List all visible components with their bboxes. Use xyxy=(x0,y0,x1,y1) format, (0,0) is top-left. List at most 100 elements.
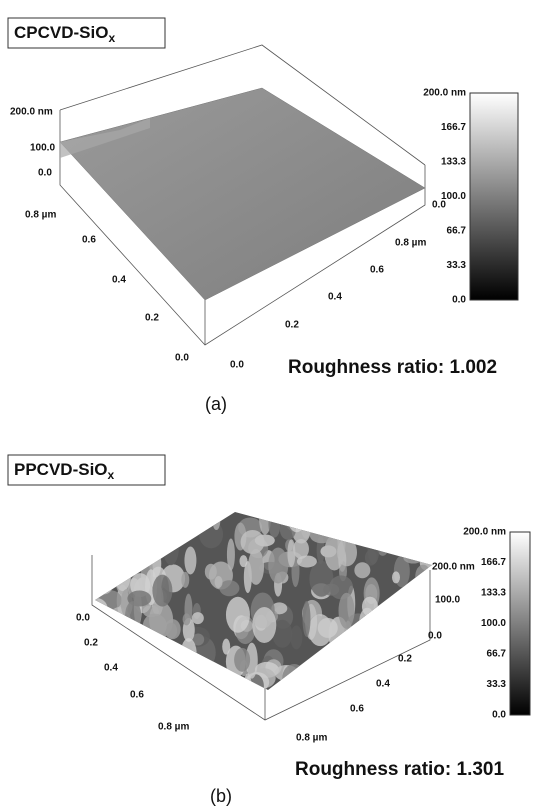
bump xyxy=(148,675,156,703)
bump xyxy=(360,638,376,674)
bump xyxy=(362,597,378,617)
bump xyxy=(152,575,172,607)
bump xyxy=(303,673,319,697)
colorbar-label: 200.0 nm xyxy=(423,88,466,99)
colorbar-label: 66.7 xyxy=(447,226,467,237)
bump xyxy=(298,673,322,693)
bump xyxy=(145,685,169,697)
figure: CPCVD-SiOx Roughness ratio: 1.002 (a) PP… xyxy=(0,0,536,806)
bump xyxy=(151,649,175,685)
bump xyxy=(396,596,404,620)
bump xyxy=(301,507,309,523)
colorbar-label: 133.3 xyxy=(481,588,506,599)
bump xyxy=(117,686,125,706)
roughness: Roughness ratio: 1.002 xyxy=(288,357,497,378)
y-axis-label: 0.6 xyxy=(370,265,384,276)
y-axis-label: 0.6 xyxy=(350,704,364,715)
x-axis-label: 0.6 xyxy=(130,690,144,701)
colorbar-label: 0.0 xyxy=(452,295,466,306)
z-axis-label: 0.0 xyxy=(38,168,52,179)
bump xyxy=(119,514,127,538)
bump xyxy=(181,572,189,588)
colorbar-label: 100.0 xyxy=(481,618,506,629)
bump xyxy=(419,609,427,641)
bump xyxy=(364,522,384,538)
bump xyxy=(192,612,204,624)
bump xyxy=(122,614,130,650)
bump xyxy=(134,659,150,687)
bump xyxy=(115,559,131,591)
bump xyxy=(226,597,250,633)
x-axis-label: 0.2 xyxy=(84,638,98,649)
colorbar-label: 100.0 xyxy=(441,191,466,202)
bump xyxy=(222,639,230,655)
x-axis-label: 0.4 xyxy=(104,663,118,674)
x-axis-label: 0.0 xyxy=(175,353,189,364)
bump xyxy=(137,553,149,565)
bump xyxy=(291,512,311,544)
colorbar xyxy=(510,532,530,715)
y-axis-label: 0.0 xyxy=(230,360,244,371)
bump xyxy=(248,549,264,585)
bump xyxy=(183,656,199,684)
bump xyxy=(168,670,176,702)
bump xyxy=(94,570,114,594)
bump xyxy=(165,619,181,639)
panel-label: CPCVD-SiOx xyxy=(14,23,115,45)
bump xyxy=(346,515,358,535)
bump xyxy=(92,549,104,585)
bump xyxy=(388,514,412,526)
bump xyxy=(112,551,124,575)
bump xyxy=(415,565,431,589)
x-axis-label: 0.6 xyxy=(82,235,96,246)
bump xyxy=(349,629,369,645)
bump xyxy=(297,555,317,567)
bump xyxy=(308,614,332,646)
bump xyxy=(268,548,288,584)
bump xyxy=(333,492,345,524)
bump xyxy=(392,526,400,542)
bump xyxy=(354,562,370,578)
surface-box xyxy=(60,45,425,345)
y-axis-label: 0.8 µm xyxy=(395,238,426,249)
bump xyxy=(397,488,413,516)
bump xyxy=(398,629,414,645)
bump xyxy=(304,677,312,689)
bump xyxy=(122,656,146,668)
bump xyxy=(215,576,223,588)
bump xyxy=(290,625,302,649)
x-axis-label: 0.8 µm xyxy=(158,722,189,733)
bump xyxy=(83,548,107,580)
bump xyxy=(354,668,374,692)
colorbar-label: 33.3 xyxy=(447,260,467,271)
bump xyxy=(418,668,442,680)
colorbar-label: 33.3 xyxy=(487,679,507,690)
bump xyxy=(184,546,196,574)
bump xyxy=(400,617,412,633)
bump xyxy=(327,507,347,531)
bump xyxy=(408,518,424,530)
bump xyxy=(107,628,127,648)
bump xyxy=(366,620,374,656)
bump xyxy=(287,539,295,567)
colorbar-label: 200.0 nm xyxy=(463,527,506,538)
bump xyxy=(227,539,235,571)
panel-label: PPCVD-SiOx xyxy=(14,460,115,482)
caption: (a) xyxy=(205,394,227,414)
bump xyxy=(98,554,106,574)
bump xyxy=(205,564,217,580)
bump xyxy=(303,601,311,637)
bump xyxy=(281,505,301,525)
bump xyxy=(411,660,435,692)
bump xyxy=(143,614,167,638)
bump xyxy=(333,653,353,673)
bump xyxy=(367,532,379,564)
bump xyxy=(374,620,398,644)
colorbar-label: 166.7 xyxy=(481,557,506,568)
bump xyxy=(348,503,364,519)
caption: (b) xyxy=(210,786,232,806)
bump xyxy=(121,516,141,544)
colorbar-label: 133.3 xyxy=(441,157,466,168)
bump xyxy=(252,607,276,643)
bump xyxy=(392,610,416,638)
